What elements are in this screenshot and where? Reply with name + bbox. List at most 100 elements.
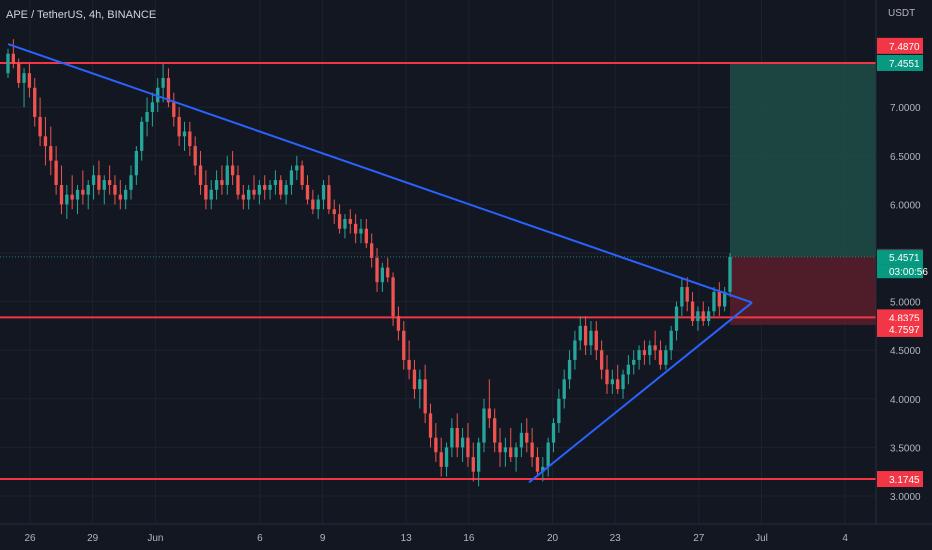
candle-body xyxy=(172,102,176,117)
x-tick-label: 23 xyxy=(610,533,622,544)
candle-body xyxy=(268,184,272,190)
candle-body xyxy=(396,316,401,331)
price-tag-text: 4.7597 xyxy=(889,325,920,336)
stop-zone xyxy=(730,256,876,325)
candle-body xyxy=(316,199,320,210)
candle-body xyxy=(674,306,679,331)
candle-body xyxy=(353,223,358,234)
candle-body xyxy=(102,180,106,190)
price-tag-level xyxy=(877,471,923,488)
candle-body xyxy=(482,408,486,443)
candle-body xyxy=(161,78,165,88)
candle-body xyxy=(370,243,374,258)
price-tag-current xyxy=(877,250,923,265)
candle-body xyxy=(535,457,540,472)
price-tag-text: 5.4571 xyxy=(889,253,920,264)
candle-body xyxy=(209,189,213,200)
x-tick-label: 4 xyxy=(842,533,848,544)
position-zones xyxy=(0,62,876,325)
candle-body xyxy=(343,218,347,229)
candle-body xyxy=(455,427,459,448)
candle-body xyxy=(594,330,598,351)
price-tag-text: 7.4870 xyxy=(889,42,920,53)
price-tag-target xyxy=(877,54,923,71)
candle-body xyxy=(348,218,352,224)
time-axis[interactable]: 26 29 Jun 6 9 13 16 20 23 27 Jul 4 xyxy=(24,533,848,544)
candle-body xyxy=(166,78,171,103)
candle-body xyxy=(97,175,101,190)
candle-body xyxy=(91,175,96,185)
candle-body xyxy=(22,73,26,83)
candle-body xyxy=(434,437,438,453)
candle-body xyxy=(541,466,545,472)
candle-body xyxy=(241,194,245,200)
candle-body xyxy=(311,199,315,210)
candle-body xyxy=(669,330,673,351)
candle-body xyxy=(65,194,69,205)
candle-body xyxy=(321,184,326,200)
candle-body xyxy=(225,165,229,185)
x-tick-label: 27 xyxy=(693,533,705,544)
candle-body xyxy=(664,350,668,365)
x-tick-label: 20 xyxy=(547,533,559,544)
candle-body xyxy=(493,418,497,443)
candles xyxy=(6,39,732,487)
price-tags: 7.48707.45515.46035.457103:00:564.83754.… xyxy=(877,37,928,488)
candle-body xyxy=(49,146,53,161)
candle-body xyxy=(562,379,566,399)
lower-trendline[interactable] xyxy=(528,301,753,484)
candle-body xyxy=(263,184,267,190)
candle-body xyxy=(610,379,614,385)
y-tick-label: 6.0000 xyxy=(890,200,921,211)
candle-body xyxy=(380,267,385,283)
candle-body xyxy=(364,228,368,244)
candle-body xyxy=(722,291,727,307)
candle-body xyxy=(113,184,117,195)
candle-body xyxy=(391,277,395,317)
candle-body xyxy=(182,131,187,137)
candle-body xyxy=(81,189,85,195)
y-tick-label: 3.5000 xyxy=(890,443,921,454)
candle-body xyxy=(129,175,133,190)
candle-body xyxy=(204,184,208,200)
target-zone xyxy=(730,62,876,257)
candle-body xyxy=(498,442,502,453)
candle-body xyxy=(43,136,48,147)
candle-body xyxy=(273,180,278,185)
candle-body xyxy=(605,369,609,385)
candle-body xyxy=(193,146,197,166)
candle-body xyxy=(637,350,641,360)
upper-trendline[interactable] xyxy=(7,43,753,304)
candle-body xyxy=(134,150,139,176)
candle-body xyxy=(412,369,417,390)
candle-body xyxy=(214,180,219,190)
price-tag-text: 03:00:56 xyxy=(889,267,928,278)
candle-body xyxy=(616,379,620,390)
candle-body xyxy=(712,291,716,312)
candle-body xyxy=(107,180,112,185)
candle-body xyxy=(599,350,604,370)
price-tag-text: 3.1745 xyxy=(889,475,920,486)
candle-body xyxy=(696,311,700,322)
candle-body xyxy=(557,398,561,424)
candle-body xyxy=(27,73,32,88)
candle-body xyxy=(188,131,192,147)
x-tick-label: Jul xyxy=(755,533,768,544)
candle-body xyxy=(337,214,342,229)
candle-body xyxy=(653,345,657,351)
candle-body xyxy=(220,180,224,185)
candle-body xyxy=(621,374,625,390)
candle-body xyxy=(59,184,64,205)
candle-body xyxy=(386,267,390,278)
candle-body xyxy=(252,189,256,195)
candle-body xyxy=(140,121,144,151)
y-tick-label: 5.0000 xyxy=(890,298,921,309)
candle-body xyxy=(124,189,128,200)
triangle-trendlines[interactable] xyxy=(7,43,753,484)
candle-body xyxy=(567,359,572,380)
candle-body xyxy=(701,311,705,322)
candle-body xyxy=(150,102,155,113)
horizontal-levels[interactable] xyxy=(0,61,876,481)
y-tick-label: 6.5000 xyxy=(890,152,921,163)
